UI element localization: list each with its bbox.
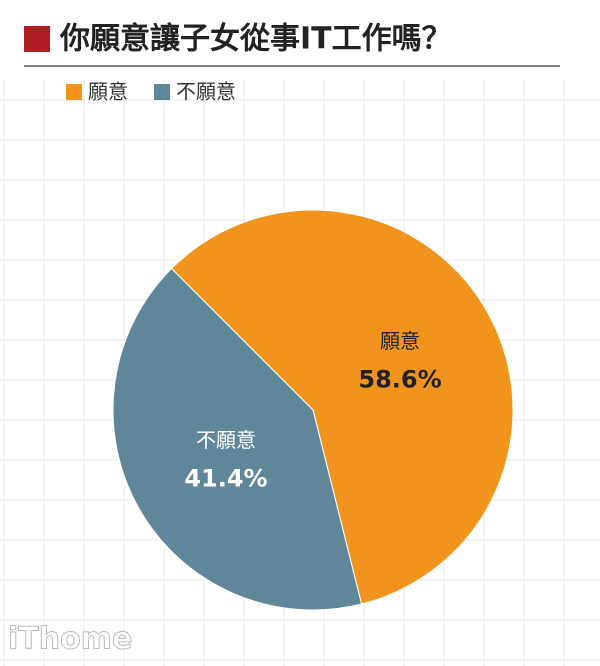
legend-swatch [66, 84, 82, 100]
slice-label: 願意 [380, 329, 420, 353]
pie-slice [170, 209, 514, 605]
value-label: 58.6% [358, 366, 441, 394]
title-marker [24, 26, 50, 52]
watermark: iThome [8, 622, 132, 657]
chart-title: 你願意讓子女從事IT工作嗎？ [59, 22, 452, 57]
value-label: 41.4% [184, 464, 267, 492]
pie-slice [112, 267, 363, 611]
legend: 願意 不願意 [66, 80, 236, 104]
legend-swatch [154, 84, 170, 100]
legend-label: 不願意 [176, 80, 236, 104]
slice-label: 不願意 [196, 428, 256, 452]
pie: 願意 58.6% 不願意 41.4% [112, 209, 514, 611]
legend-label: 願意 [88, 80, 128, 104]
